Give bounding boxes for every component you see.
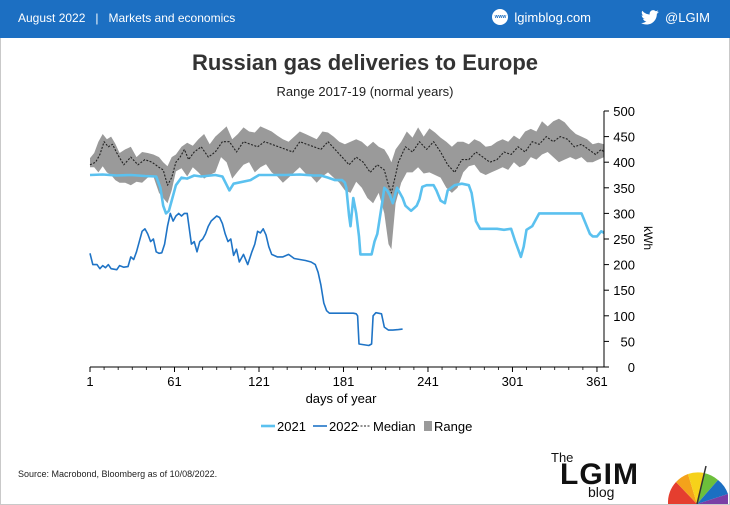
header-bar: August 2022 | Markets and economics www lg… [0, 0, 730, 38]
header-right: www lgimblog.com @LGIM [492, 9, 710, 25]
y-tick-label: 400 [613, 155, 635, 170]
series-2021-line [89, 173, 605, 259]
series-2022-line [89, 212, 403, 347]
chart-subtitle: Range 2017-19 (normal years) [276, 84, 454, 99]
y-tick-label: 0 [628, 360, 635, 375]
twitter-link[interactable]: @LGIM [641, 10, 710, 25]
legend-range-swatch [424, 421, 432, 431]
x-axis-label: days of year [306, 391, 377, 406]
blog-url: lgimblog.com [514, 9, 592, 25]
x-tick-label: 121 [248, 374, 270, 389]
legend-2021-label: 2021 [277, 419, 306, 434]
y-tick-label: 450 [613, 130, 635, 145]
y-tick-label: 350 [613, 181, 635, 196]
umbrella-icon [667, 465, 728, 504]
header-date: August 2022 [18, 11, 86, 25]
x-tick-label: 361 [586, 374, 608, 389]
y-tick-label: 150 [613, 283, 635, 298]
logo-the: The [551, 450, 574, 465]
x-tick-label: 181 [333, 374, 355, 389]
y-tick-label: 300 [613, 206, 635, 221]
lgim-blog-logo: The LGIM blog [548, 446, 730, 504]
chart-title: Russian gas deliveries to Europe [191, 50, 538, 75]
y-axis-label: kWh [641, 226, 655, 250]
twitter-bird-icon [641, 9, 659, 25]
x-tick-label: 301 [502, 374, 524, 389]
series-median-line [89, 136, 605, 194]
y-tick-label: 250 [613, 232, 635, 247]
blog-link[interactable]: www lgimblog.com [492, 9, 591, 25]
logo-blog: blog [588, 484, 615, 500]
source-note: Source: Macrobond, Bloomberg as of 10/08… [18, 469, 218, 479]
y-tick-label: 100 [613, 309, 635, 324]
legend-range-label: Range [434, 419, 472, 434]
x-tick-label: 241 [417, 374, 439, 389]
range-band [90, 118, 604, 250]
logo-lgim: LGIM [560, 458, 639, 491]
twitter-handle: @LGIM [665, 9, 710, 25]
legend-2022-label: 2022 [329, 419, 358, 434]
y-tick-label: 200 [613, 258, 635, 273]
header-separator: | [95, 11, 99, 25]
x-tick-label: 61 [167, 374, 181, 389]
legend-median-label: Median [373, 419, 416, 434]
globe-www-icon: www [492, 9, 509, 25]
header-left: August 2022 | Markets and economics [18, 11, 235, 25]
y-tick-label: 500 [613, 104, 635, 119]
header-section: Markets and economics [108, 11, 236, 25]
y-tick-label: 50 [621, 334, 635, 349]
x-tick-label: 1 [86, 374, 93, 389]
